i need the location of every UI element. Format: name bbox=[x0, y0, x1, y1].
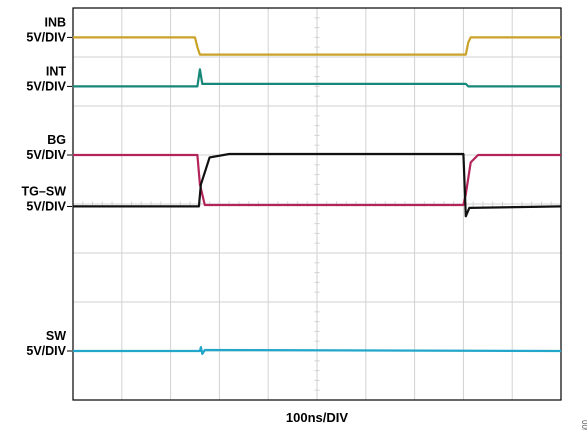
figure-code: 005 bbox=[580, 420, 587, 430]
channel-label-tg-sw: TG–SW bbox=[22, 184, 67, 198]
trace-tg-sw bbox=[73, 152, 562, 218]
channel-label-bg: BG bbox=[47, 133, 66, 147]
trace-bg bbox=[73, 153, 561, 207]
x-axis-label: 100ns/DIV bbox=[286, 410, 348, 425]
channel-label-inb: INB bbox=[44, 15, 66, 29]
channel-scale-tg-sw: 5V/DIV bbox=[26, 199, 66, 213]
traces bbox=[73, 36, 562, 355]
channel-label-sw: SW bbox=[46, 329, 66, 343]
trace-sw bbox=[73, 346, 562, 355]
channel-scale-sw: 5V/DIV bbox=[26, 344, 66, 358]
channel-label-int: INT bbox=[46, 64, 67, 78]
channel-scale-int: 5V/DIV bbox=[26, 79, 66, 93]
trace-int bbox=[73, 68, 561, 88]
channel-labels: INB5V/DIVINT5V/DIVBG5V/DIVTG–SW5V/DIVSW5… bbox=[22, 15, 72, 358]
channel-scale-bg: 5V/DIV bbox=[26, 148, 66, 162]
trace-inb bbox=[73, 36, 561, 56]
channel-scale-inb: 5V/DIV bbox=[26, 30, 66, 44]
plot-frame bbox=[72, 7, 562, 401]
